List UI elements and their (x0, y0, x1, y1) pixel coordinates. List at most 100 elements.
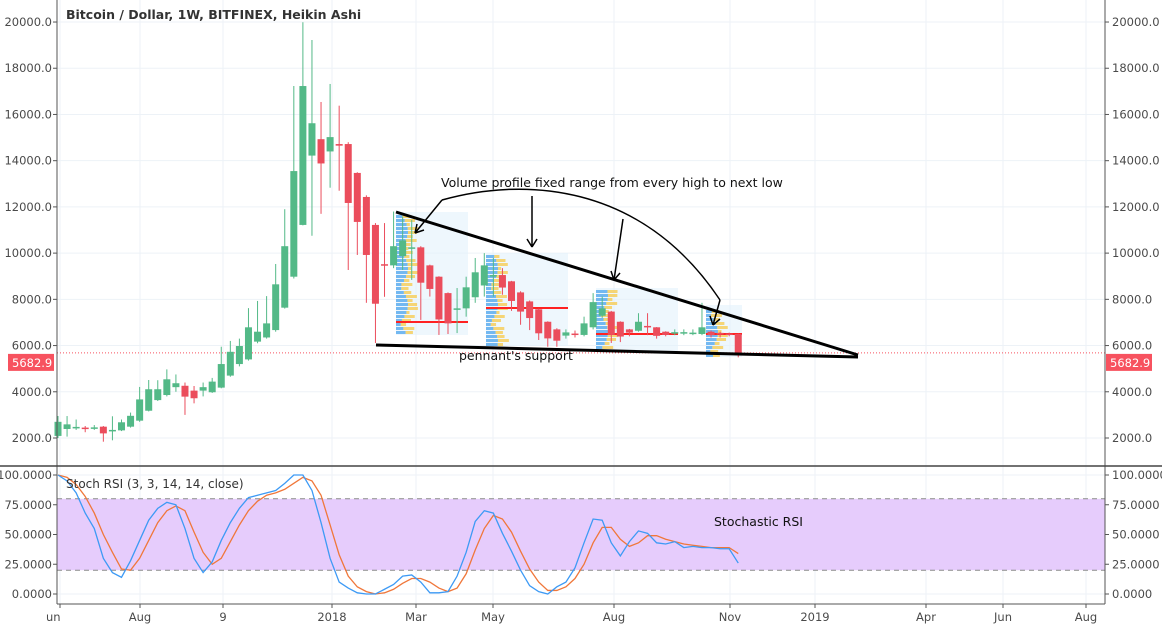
drawings[interactable]: Volume profile fixed range from every hi… (375, 175, 859, 529)
support-annotation[interactable]: pennant's support (459, 348, 573, 363)
volume-bar (494, 315, 505, 318)
candle-body (145, 389, 153, 411)
volume-bar (396, 259, 407, 262)
volume-bar (403, 279, 410, 282)
candle (644, 313, 652, 336)
volume-bar (396, 323, 401, 326)
stoch-legend[interactable]: Stoch RSI (3, 3, 14, 14, close) (66, 477, 244, 491)
time-tick-label: Aug (1075, 610, 1097, 624)
candle-body (172, 383, 180, 388)
candle (290, 86, 298, 279)
volume-bar (486, 315, 495, 318)
price-tick-label: 20000.0 (4, 15, 52, 29)
price-tick-label: 18000.0 (1112, 61, 1160, 75)
candle (653, 327, 661, 339)
candle-body (589, 302, 597, 328)
candle (616, 321, 624, 343)
annotation-arc[interactable] (441, 188, 721, 301)
candle-body (489, 275, 497, 277)
candle (535, 308, 543, 341)
stoch-lines (57, 474, 739, 595)
volume-bar (596, 290, 608, 293)
volume-bar (497, 303, 508, 306)
volume-bar (495, 331, 503, 334)
volume-bar (603, 318, 610, 321)
volume-bar (396, 315, 405, 318)
pennant-resistance-line[interactable] (395, 210, 859, 357)
volume-bar (706, 338, 717, 341)
candle (90, 425, 98, 430)
stoch-tick-label: 0.0000 (1112, 587, 1152, 601)
candle (489, 257, 497, 297)
volume-bar (396, 235, 408, 238)
volume-bar (396, 319, 402, 322)
last-price-badge-right (1106, 353, 1152, 371)
candle-body (117, 422, 125, 431)
volume-bar (715, 322, 725, 325)
volume-bar (486, 303, 498, 306)
candle (725, 332, 733, 337)
candle-body (562, 332, 570, 336)
volume-bar (607, 298, 613, 301)
volume-bar (497, 335, 505, 338)
price-tick-label: 4000.0 (12, 385, 52, 399)
candle-body (517, 292, 525, 312)
volume-bar (406, 311, 410, 314)
volume-bar (396, 227, 408, 230)
volume-bar (706, 334, 718, 337)
arrow-icon (526, 196, 538, 248)
candle-body (154, 389, 162, 401)
candle-body (444, 293, 452, 324)
volume-bar (407, 307, 418, 310)
candle (671, 329, 679, 336)
candle (136, 386, 144, 422)
volume-bar (486, 255, 495, 258)
volume-bar (396, 327, 404, 330)
candle-body (498, 275, 506, 288)
price-tick-label: 18000.0 (4, 61, 52, 75)
candle-body (571, 333, 579, 336)
stoch-d-line (57, 474, 739, 595)
price-tick-label: 6000.0 (1112, 339, 1152, 353)
stoch-tick-label: 50.0000 (4, 528, 52, 542)
price-tick-label: 10000.0 (4, 246, 52, 260)
volume-bar (396, 295, 406, 298)
candle (353, 172, 361, 255)
candle-body (54, 421, 62, 436)
volume-bar (486, 271, 498, 274)
candle-body (299, 86, 307, 225)
candle (480, 253, 488, 297)
volume-bar (407, 303, 418, 306)
volume-bar (497, 267, 502, 270)
candle (199, 382, 207, 397)
stoch-tick-label: 100.0000 (1112, 468, 1162, 482)
candle (689, 329, 697, 336)
volume-profile-annotation[interactable]: Volume profile fixed range from every hi… (441, 175, 783, 190)
price-tick-label: 14000.0 (4, 154, 52, 168)
candle (426, 264, 434, 297)
candle-body (208, 381, 216, 393)
candle (317, 101, 325, 214)
price-tick-label: 8000.0 (12, 292, 52, 306)
price-tick-label: 20000.0 (1112, 15, 1160, 29)
candle-body (136, 399, 144, 421)
time-tick-label: Apr (916, 610, 936, 624)
candle (444, 292, 452, 335)
volume-bar (486, 335, 498, 338)
volume-bar (404, 255, 410, 258)
candle (244, 308, 252, 361)
candle (299, 22, 307, 226)
volume-bar (486, 327, 494, 330)
volume-bar (396, 275, 407, 278)
volume-bar (401, 287, 409, 290)
stoch-annotation[interactable]: Stochastic RSI (714, 514, 803, 529)
candle-body (317, 139, 325, 164)
volume-bar (710, 350, 719, 353)
candle-body (190, 390, 198, 399)
candle-body (99, 426, 107, 434)
pennant-support-line[interactable] (375, 343, 859, 359)
last-price-label-left: 5682.9 (12, 356, 52, 370)
candle-body (644, 325, 652, 328)
last-price-badge-left (8, 353, 54, 371)
